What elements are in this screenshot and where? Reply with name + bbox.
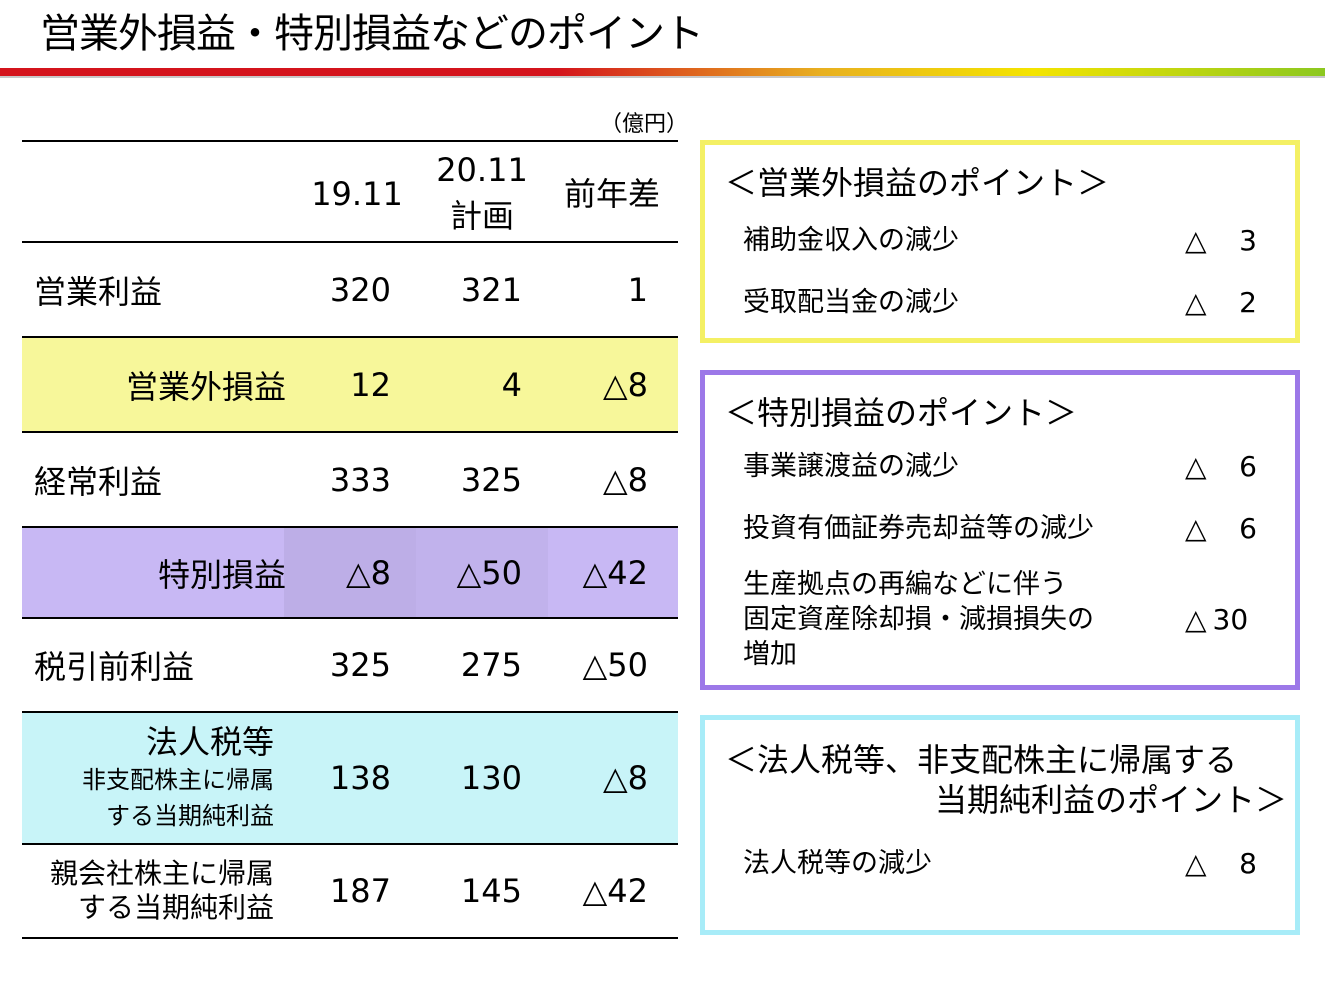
row-rule: [22, 431, 678, 433]
row-rule: [22, 617, 678, 619]
value-diff: 1: [627, 270, 648, 309]
table-row: 経常利益 333 325 △8: [22, 433, 678, 526]
delta-sign: △: [1185, 450, 1207, 483]
row-rule: [22, 526, 678, 528]
table-bottom-rule: [22, 937, 678, 939]
value-19-11: 320: [329, 270, 391, 309]
table-row: 親会社株主に帰属 する当期純利益 187 145 △42: [22, 845, 678, 937]
row-label-group: 法人税等 非支配株主に帰属 する当期純利益: [22, 713, 274, 843]
header-20-11: 20.11: [436, 151, 528, 189]
delta-sign: △: [1185, 286, 1207, 319]
box-title: ＜法人税等、非支配株主に帰属する: [725, 741, 1238, 779]
row-rule: [22, 336, 678, 338]
table-row: 税引前利益 325 275 △50: [22, 619, 678, 711]
item-text: 法人税等の減少: [743, 848, 932, 879]
row-label: する当期純利益: [77, 891, 274, 924]
value-20-11: 321: [460, 270, 522, 309]
value-20-11: 130: [460, 759, 522, 797]
header-yoy-diff: 前年差: [563, 175, 660, 213]
page-title: 営業外損益・特別損益などのポイント: [40, 11, 704, 57]
delta-sign: △: [1185, 603, 1207, 636]
value-19-11: 325: [329, 646, 391, 684]
value-19-11: 12: [350, 365, 391, 404]
item-text: 事業譲渡益の減少: [743, 451, 959, 482]
value-diff: △42: [582, 553, 648, 592]
box-title: 当期純利益のポイント＞: [934, 781, 1287, 819]
item-text: 固定資産除却損・減損損失の: [743, 604, 1094, 635]
header-rule: [22, 241, 678, 243]
box-title: ＜特別損益のポイント＞: [725, 394, 1078, 432]
item-text: 生産拠点の再編などに伴う: [743, 569, 1067, 600]
row-rule: [22, 711, 678, 713]
value-diff: △8: [603, 759, 648, 797]
table-row: 営業外損益 12 4 △8: [22, 338, 678, 431]
value-19-11: 333: [329, 460, 391, 499]
row-label: 経常利益: [34, 462, 163, 501]
item-text: 受取配当金の減少: [743, 287, 959, 318]
header-19-11: 19.11: [311, 175, 403, 213]
row-label: 税引前利益: [34, 648, 195, 686]
item-value: 6: [1239, 512, 1257, 545]
table-row: 法人税等 非支配株主に帰属 する当期純利益 138 130 △8: [22, 713, 678, 843]
value-20-11: 275: [460, 646, 522, 684]
item-text: 投資有価証券売却益等の減少: [743, 513, 1094, 544]
non-operating-points-box: ＜営業外損益のポイント＞ 補助金収入の減少 △ 3 受取配当金の減少 △ 2: [700, 140, 1300, 343]
value-diff: △8: [603, 460, 648, 499]
table-row: 特別損益 △8 △50 △42: [22, 528, 678, 617]
item-text: 補助金収入の減少: [743, 225, 959, 256]
row-label: 営業外損益: [125, 367, 286, 406]
row-rule: [22, 843, 678, 845]
list-item: 生産拠点の再編などに伴う 固定資産除却損・減損損失の 増加 △ 30: [743, 567, 1263, 672]
row-sublabel: する当期純利益: [106, 802, 274, 830]
item-value: 3: [1239, 224, 1257, 257]
table-row: 営業利益 320 321 1: [22, 243, 678, 336]
value-19-11: 187: [329, 872, 391, 910]
delta-sign: △: [1185, 224, 1207, 257]
item-text: 増加: [743, 639, 797, 670]
unit-label: （億円）: [600, 112, 689, 137]
column-shade: [284, 528, 416, 617]
box-title: ＜営業外損益のポイント＞: [725, 164, 1110, 202]
delta-sign: △: [1185, 847, 1207, 880]
value-19-11: △8: [346, 553, 391, 592]
table-top-rule: [22, 140, 678, 142]
value-19-11: 138: [329, 759, 391, 797]
item-value: 2: [1239, 286, 1257, 319]
row-label: 親会社株主に帰属: [49, 857, 274, 890]
row-label: 特別損益: [157, 555, 286, 594]
value-diff: △50: [582, 646, 648, 684]
delta-sign: △: [1185, 512, 1207, 545]
row-label: 営業利益: [34, 272, 163, 311]
title-underline-bar: [0, 68, 1325, 78]
value-20-11: 145: [460, 872, 522, 910]
item-value: 6: [1239, 450, 1257, 483]
item-value: 30: [1212, 603, 1249, 636]
value-diff: △42: [582, 872, 648, 910]
row-sublabel: 非支配株主に帰属: [82, 766, 274, 794]
header-plan: 計画: [449, 197, 514, 235]
value-20-11: 4: [501, 365, 522, 404]
value-20-11: △50: [456, 553, 522, 592]
row-label: 法人税等: [145, 723, 274, 761]
item-value: 8: [1239, 847, 1257, 880]
value-20-11: 325: [460, 460, 522, 499]
tax-points-box: ＜法人税等、非支配株主に帰属する 当期純利益のポイント＞ 法人税等の減少 △ 8: [700, 715, 1300, 935]
row-label-group: 親会社株主に帰属 する当期純利益: [22, 845, 274, 937]
value-diff: △8: [603, 365, 648, 404]
extraordinary-points-box: ＜特別損益のポイント＞ 事業譲渡益の減少 △ 6 投資有価証券売却益等の減少 △ 6…: [700, 370, 1300, 690]
